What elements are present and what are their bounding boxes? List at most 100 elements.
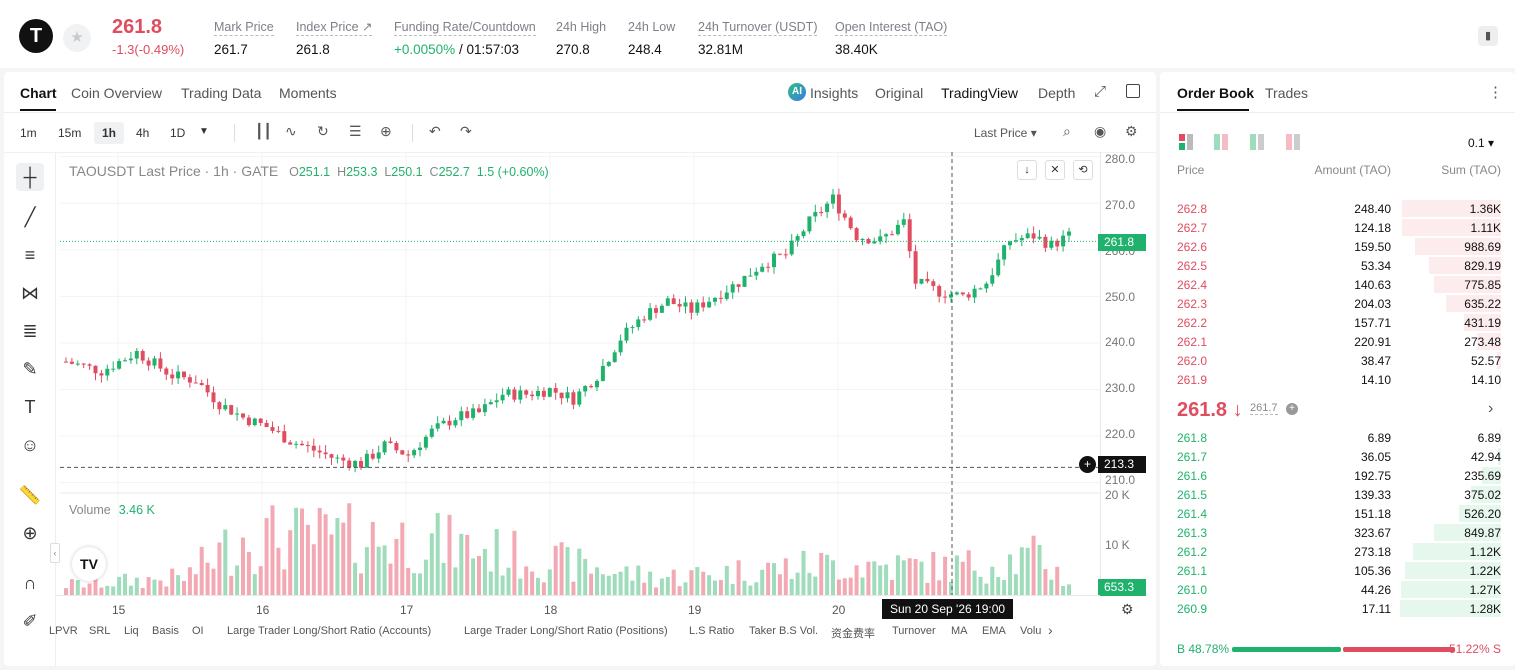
bid-row[interactable]: 261.3 323.67 849.87 — [1160, 523, 1515, 542]
tab-moments[interactable]: Moments — [279, 85, 337, 101]
horizontal-lines-icon[interactable]: ≡ — [24, 245, 36, 265]
tradingview-logo-icon[interactable]: TV — [72, 547, 106, 581]
refresh-icon[interactable]: ↻ — [317, 123, 329, 139]
candles-icon[interactable]: ┃┃ — [255, 123, 272, 139]
ask-row[interactable]: 262.0 38.47 52.57 — [1160, 351, 1515, 370]
bid-row[interactable]: 261.4 151.18 526.20 — [1160, 504, 1515, 523]
time-settings-icon[interactable]: ⚙ — [1121, 601, 1134, 617]
tab-order-book[interactable]: Order Book — [1177, 85, 1255, 101]
ask-row[interactable]: 261.9 14.10 14.10 — [1160, 370, 1515, 389]
collapse-icon[interactable]: ✕ — [1045, 160, 1065, 180]
stat-label[interactable]: 24h Turnover (USDT) — [698, 20, 818, 36]
text-icon[interactable]: T — [24, 397, 36, 417]
favorite-star-icon[interactable]: ★ — [63, 24, 91, 52]
indicator-volume[interactable]: Volu — [1020, 625, 1042, 637]
indicator-basis[interactable]: Basis — [152, 625, 179, 637]
indicator-ma[interactable]: MA — [951, 625, 968, 637]
indicator-lt-positions[interactable]: Large Trader Long/Short Ratio (Positions… — [464, 625, 668, 637]
ask-row[interactable]: 262.1 220.91 273.48 — [1160, 332, 1515, 351]
indicator-ls-ratio[interactable]: L.S Ratio — [689, 625, 735, 637]
layout-sells-icon[interactable] — [1286, 134, 1302, 150]
bid-row[interactable]: 260.9 17.11 1.28K — [1160, 599, 1515, 618]
window-icon[interactable] — [1126, 84, 1140, 98]
more-icon[interactable]: ⋮ — [1488, 84, 1503, 101]
bid-row[interactable]: 261.7 36.05 42.94 — [1160, 447, 1515, 466]
ask-row[interactable]: 262.2 157.71 431.19 — [1160, 313, 1515, 332]
indicators-icon[interactable]: ∿ — [285, 123, 297, 139]
indicator-ema[interactable]: EMA — [982, 625, 1006, 637]
bid-row[interactable]: 261.0 44.26 1.27K — [1160, 580, 1515, 599]
indicator-liq[interactable]: Liq — [124, 625, 139, 637]
ask-row[interactable]: 262.3 204.03 635.22 — [1160, 294, 1515, 313]
indicator-lt-accounts[interactable]: Large Trader Long/Short Ratio (Accounts) — [227, 625, 432, 637]
trendline-icon[interactable]: ╱ — [24, 207, 36, 227]
price-source-select[interactable]: Last Price ▾ — [974, 126, 1037, 140]
camera-icon[interactable]: ◉ — [1094, 123, 1107, 139]
collapse-sidebar-icon[interactable]: ‹ — [50, 543, 60, 563]
chevron-right-icon[interactable]: › — [1048, 622, 1053, 638]
stat-label[interactable]: Open Interest (TAO) — [835, 20, 948, 36]
ask-row[interactable]: 262.7 124.18 1.11K — [1160, 218, 1515, 237]
view-tradingview[interactable]: TradingView — [941, 85, 1019, 101]
layout-asks-icon[interactable] — [1250, 134, 1266, 150]
add-indicator-icon[interactable]: ⊕ — [380, 123, 392, 139]
view-original[interactable]: Original — [875, 85, 924, 101]
undo-icon[interactable]: ↶ — [429, 123, 441, 139]
ask-row[interactable]: 262.6 159.50 988.69 — [1160, 237, 1515, 256]
tab-chart[interactable]: Chart — [20, 85, 57, 101]
ask-row[interactable]: 262.5 53.34 829.19 — [1160, 256, 1515, 275]
fib-icon[interactable]: ≣ — [22, 321, 38, 341]
ask-row[interactable]: 262.4 140.63 775.85 — [1160, 275, 1515, 294]
stat-label[interactable]: Index Price ↗ — [296, 20, 373, 36]
tab-trades[interactable]: Trades — [1265, 85, 1309, 101]
indicator-turnover[interactable]: Turnover — [892, 625, 936, 637]
bid-row[interactable]: 261.8 6.89 6.89 — [1160, 428, 1515, 447]
price-axis[interactable] — [1100, 152, 1156, 596]
brush-icon[interactable]: ✎ — [22, 359, 38, 379]
fullscreen-icon[interactable]: ⤢ — [1094, 83, 1107, 100]
tf-4h[interactable]: 4h — [136, 126, 150, 140]
tf-1h[interactable]: 1h — [94, 122, 125, 144]
indicator-srl[interactable]: SRL — [89, 625, 111, 637]
tab-coin-overview[interactable]: Coin Overview — [71, 85, 163, 101]
view-depth[interactable]: Depth — [1038, 85, 1076, 101]
tf-1m[interactable]: 1m — [20, 126, 37, 140]
bid-row[interactable]: 261.6 192.75 235.69 — [1160, 466, 1515, 485]
emoji-icon[interactable]: ☺ — [20, 435, 40, 455]
template-icon[interactable]: ☰ — [349, 123, 362, 139]
ask-price: 261.9 — [1177, 373, 1208, 387]
reset-icon[interactable]: ⟲ — [1073, 160, 1093, 180]
ruler-icon[interactable]: 📏 — [18, 485, 42, 505]
pattern-icon[interactable]: ⋈ — [21, 283, 39, 303]
tf-1d[interactable]: 1D — [170, 126, 186, 140]
indicator-lpvr[interactable]: LPVR — [49, 625, 78, 637]
stat-label[interactable]: Funding Rate/Countdown — [394, 20, 536, 36]
chevron-down-icon[interactable]: ▼ — [199, 126, 209, 137]
tf-15m[interactable]: 15m — [58, 126, 82, 140]
search-icon[interactable]: ⌕ — [1063, 123, 1071, 139]
crosshair-icon[interactable]: ┼ — [16, 163, 44, 191]
indicator-funding[interactable]: 资金费率 — [831, 628, 875, 640]
layout-bids-icon[interactable] — [1214, 134, 1230, 150]
tick-size-select[interactable]: 0.1 ▾ — [1468, 136, 1495, 150]
indicator-oi[interactable]: OI — [192, 625, 204, 637]
tab-trading-data[interactable]: Trading Data — [181, 85, 262, 101]
bid-row[interactable]: 261.1 105.36 1.22K — [1160, 561, 1515, 580]
chevron-right-icon[interactable]: › — [1488, 400, 1494, 417]
guide-book-icon[interactable]: ▮ — [1478, 26, 1498, 46]
pencil-lock-icon[interactable]: ✐ — [22, 611, 38, 631]
candlestick-chart[interactable] — [60, 152, 1100, 596]
stat-label[interactable]: Mark Price — [214, 20, 274, 36]
settings-gear-icon[interactable]: ⚙ — [1125, 123, 1138, 139]
bid-row[interactable]: 261.2 273.18 1.12K — [1160, 542, 1515, 561]
scroll-down-icon[interactable]: ↓ — [1017, 160, 1037, 180]
layout-both-icon[interactable] — [1179, 134, 1195, 150]
magnet-icon[interactable]: ∩ — [23, 573, 37, 593]
zoom-in-icon[interactable]: ⊕ — [22, 523, 38, 543]
bid-row[interactable]: 261.5 139.33 375.02 — [1160, 485, 1515, 504]
add-alert-icon[interactable]: + — [1079, 456, 1096, 473]
ask-row[interactable]: 262.8 248.40 1.36K — [1160, 199, 1515, 218]
view-insights[interactable]: Insights — [810, 85, 859, 101]
indicator-taker[interactable]: Taker B.S Vol. — [749, 625, 819, 637]
redo-icon[interactable]: ↷ — [460, 123, 472, 139]
